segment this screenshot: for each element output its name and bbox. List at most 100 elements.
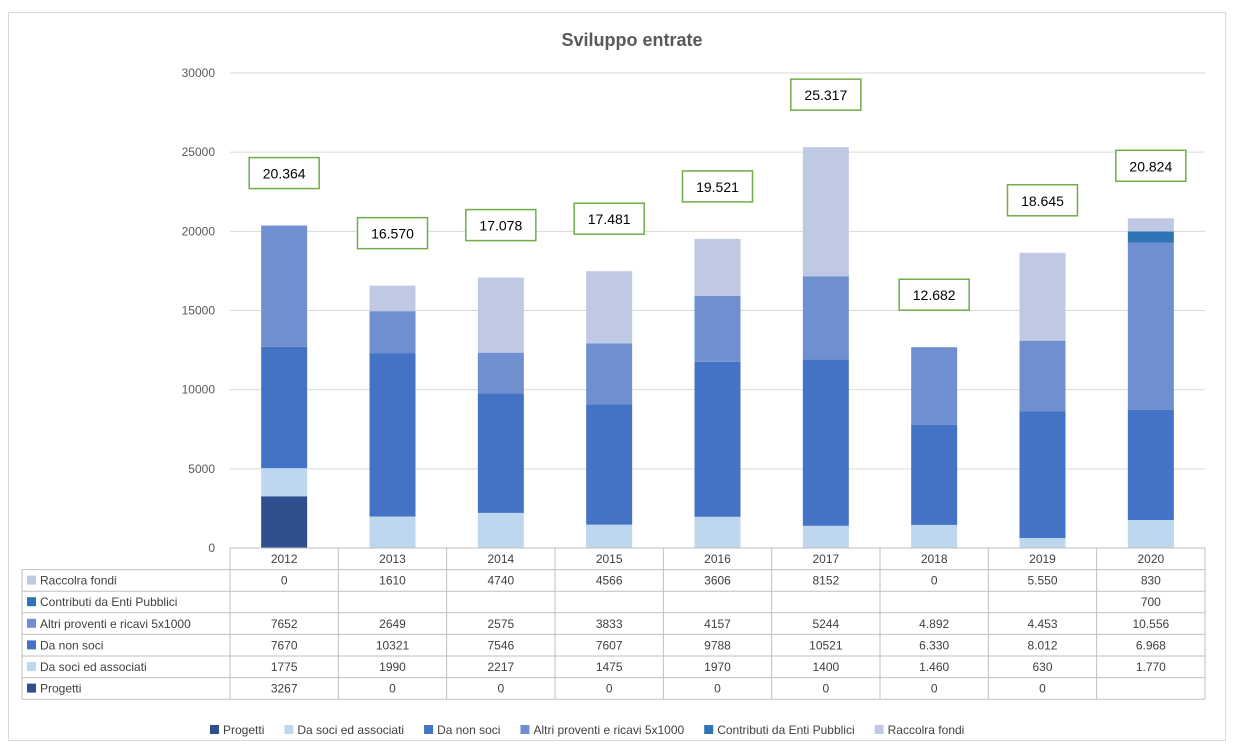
y-tick-label: 15000 (182, 304, 216, 318)
table-cell: 0 (714, 682, 721, 696)
legend: Progetti Da soci ed associati Da non soci A… (210, 723, 964, 737)
table-cell: 8.012 (1027, 638, 1057, 652)
table-cell: 10.556 (1132, 617, 1169, 631)
bar-altri-proventi-e-ricavi-5x1000-2016 (694, 296, 741, 362)
table-legend-key-da-non-soci (27, 640, 36, 650)
x-tick-label: 2015 (596, 552, 623, 566)
table-legend-key-altri-proventi-e-ricavi-5x1000 (27, 618, 36, 628)
table-cell: 4157 (704, 617, 731, 631)
table-cell: 1970 (704, 660, 731, 674)
table-cell: 4566 (596, 574, 623, 588)
table-cell: 9788 (704, 638, 731, 652)
table-cell: 1610 (379, 574, 406, 588)
table-cell: 830 (1141, 574, 1161, 588)
bar-da-soci-ed-associati-2017 (802, 525, 849, 548)
total-label-2012: 20.364 (263, 166, 306, 182)
y-tick-label: 10000 (182, 383, 216, 397)
y-tick-label: 25000 (182, 145, 216, 159)
bar-contributi-da-enti-pubblici-2020 (1127, 231, 1174, 243)
bar-da-non-soci-2018 (911, 424, 958, 525)
legend-label-raccolra-fondi: Raccolra fondi (888, 723, 965, 737)
y-tick-label: 30000 (182, 66, 216, 80)
table-cell: 1.770 (1136, 660, 1166, 674)
table-cell: 7546 (487, 638, 514, 652)
bar-raccolra-fondi-2019 (1019, 252, 1066, 341)
table-cell: 10321 (376, 638, 410, 652)
legend-label-contributi-da-enti-pubblici: Contributi da Enti Pubblici (717, 723, 854, 737)
y-tick-label: 0 (208, 541, 215, 555)
bar-altri-proventi-e-ricavi-5x1000-2015 (586, 343, 633, 405)
total-box-2012 (248, 156, 320, 190)
table-cell: 0 (931, 574, 938, 588)
table-cell: 6.968 (1136, 638, 1166, 652)
legend-key-da-non-soci (424, 725, 434, 734)
x-tick-label: 2014 (487, 552, 514, 566)
bar-altri-proventi-e-ricavi-5x1000-2020 (1127, 242, 1174, 410)
bar-raccolra-fondi-2017 (802, 147, 849, 277)
x-tick-label: 2012 (271, 552, 298, 566)
table-row-label: Da non soci (40, 638, 103, 652)
table-cell: 1475 (596, 660, 623, 674)
table-cell: 630 (1032, 660, 1052, 674)
table-cell: 0 (389, 682, 396, 696)
bar-da-non-soci-2020 (1127, 409, 1174, 520)
bar-da-non-soci-2013 (369, 353, 416, 517)
total-labels: 20.364 16.570 17.078 17.481 19.521 25.317 12.6… (248, 78, 1187, 311)
total-box-2020 (1115, 149, 1187, 183)
table-legend-key-raccolra-fondi (27, 575, 36, 585)
total-label-2016: 19.521 (696, 179, 739, 195)
y-tick-label: 20000 (182, 224, 216, 238)
table-cell: 7652 (271, 617, 298, 631)
bar-altri-proventi-e-ricavi-5x1000-2018 (911, 347, 958, 425)
total-box-2017 (790, 78, 862, 111)
legend-key-da-soci-ed-associati (284, 725, 294, 734)
table-cell: 2575 (487, 617, 514, 631)
total-label-2014: 17.078 (479, 218, 522, 234)
table-row-label: Raccolra fondi (40, 574, 117, 588)
data-table: 2012 2013 2014 2015 2016 2017 2018 2019 2020 Racc… (21, 547, 1206, 700)
total-box-2018 (898, 278, 970, 311)
bar-raccolra-fondi-2013 (369, 285, 416, 312)
bar-da-soci-ed-associati-2018 (911, 524, 958, 548)
bar-da-non-soci-2019 (1019, 411, 1066, 539)
bar-da-soci-ed-associati-2013 (369, 516, 416, 548)
x-tick-label: 2018 (921, 552, 948, 566)
x-tick-label: 2020 (1137, 552, 1164, 566)
bar-altri-proventi-e-ricavi-5x1000-2017 (802, 276, 849, 360)
x-tick-label: 2016 (704, 552, 731, 566)
table-cell: 3267 (271, 682, 298, 696)
table-cell: 7670 (271, 638, 298, 652)
bar-da-soci-ed-associati-2015 (586, 524, 633, 548)
total-label-2018: 12.682 (913, 287, 956, 303)
bar-da-non-soci-2012 (261, 346, 308, 469)
table-cell: 2217 (487, 660, 514, 674)
legend-label-da-non-soci: Da non soci (437, 723, 500, 737)
bar-da-non-soci-2014 (477, 393, 524, 513)
bar-da-non-soci-2017 (802, 359, 849, 526)
x-tick-label: 2013 (379, 552, 406, 566)
table-cell: 10521 (809, 638, 843, 652)
bar-da-non-soci-2015 (586, 404, 633, 525)
legend-key-altri-proventi-e-ricavi-5x1000 (520, 725, 530, 734)
table-cell: 0 (606, 682, 613, 696)
bar-altri-proventi-e-ricavi-5x1000-2013 (369, 311, 416, 354)
table-cell: 0 (931, 682, 938, 696)
bar-raccolra-fondi-2020 (1127, 218, 1174, 232)
bar-raccolra-fondi-2014 (477, 277, 524, 353)
bar-progetti-2012 (261, 496, 308, 548)
total-box-2019 (1006, 184, 1079, 217)
table-cell: 0 (822, 682, 829, 696)
bar-da-soci-ed-associati-2019 (1019, 538, 1066, 548)
total-label-2019: 18.645 (1021, 193, 1064, 209)
chart-title: Sviluppo entrate (561, 30, 702, 50)
legend-label-progetti: Progetti (223, 723, 264, 737)
total-box-2015 (573, 202, 645, 235)
table-cell: 0 (497, 682, 504, 696)
legend-key-progetti (210, 725, 219, 734)
total-label-2020: 20.824 (1129, 158, 1172, 174)
y-axis-ticks: 0 5000 10000 15000 20000 25000 30000 (182, 66, 216, 555)
table-cell: 3833 (596, 617, 623, 631)
legend-key-contributi-da-enti-pubblici (704, 725, 714, 734)
table-cell: 5244 (812, 617, 839, 631)
